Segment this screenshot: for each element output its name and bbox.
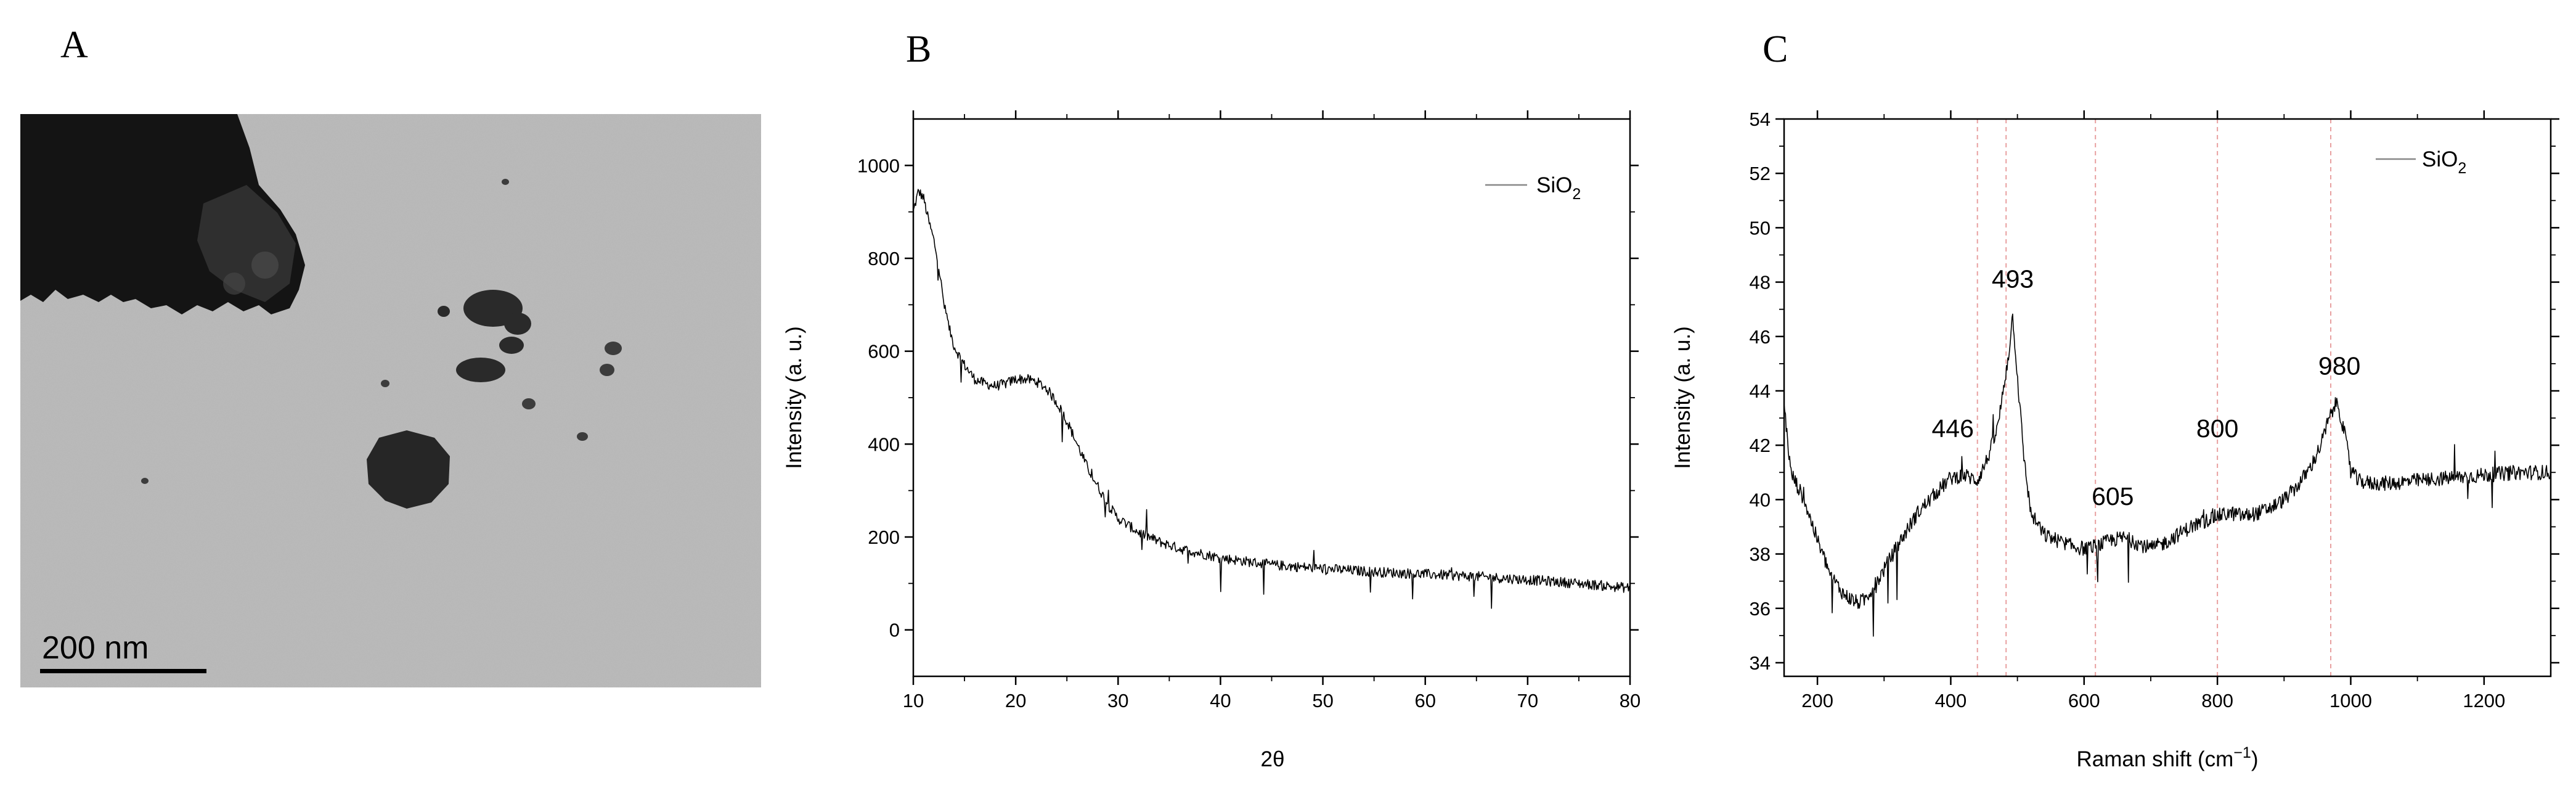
y-tick-label: 48 (1750, 272, 1771, 293)
x-tick-label: 20 (1005, 690, 1026, 711)
x-tick-label: 30 (1107, 690, 1128, 711)
x-tick-label: 1000 (2329, 690, 2372, 711)
peak-label: 980 (2318, 352, 2360, 380)
raman-x-axis-title-sup: −1 (2233, 744, 2251, 761)
y-tick-label: 54 (1750, 109, 1771, 130)
raman-legend-label: SiO2 (2422, 147, 2466, 177)
y-tick-label: 42 (1750, 435, 1771, 456)
panel-a: A (20, 24, 761, 687)
y-tick-label: 400 (868, 433, 900, 455)
x-tick-label: 400 (1935, 690, 1967, 711)
series-line (1784, 313, 2551, 637)
x-tick-label: 1200 (2463, 690, 2505, 711)
particle-cluster-upper (438, 290, 531, 382)
peak-label: 446 (1931, 414, 1973, 443)
raman-plot: 200 400 600 800 1000 1200 34 36 38 40 42 44 46 48 50 52… (1750, 109, 2559, 711)
panel-a-letter: A (60, 24, 88, 66)
xrd-y-axis-title: Intensity (a. u.) (782, 326, 806, 469)
xrd-legend-label: SiO2 (1536, 173, 1581, 203)
y-tick-label: 1000 (857, 155, 900, 176)
raman-y-axis-title: Intensity (a. u.) (1671, 326, 1695, 469)
y-tick-label: 34 (1750, 652, 1771, 674)
x-tick-label: 60 (1414, 690, 1435, 711)
y-tick-label: 800 (868, 248, 900, 269)
raman-x-axis-title-end: ) (2251, 747, 2259, 771)
x-tick-label: 200 (1801, 690, 1833, 711)
y-tick-label: 38 (1750, 544, 1771, 565)
series-line-group (1784, 313, 2551, 637)
scale-bar (40, 669, 206, 673)
y-tick-label: 0 (889, 620, 900, 641)
x-tick-label: 800 (2201, 690, 2233, 711)
xrd-legend-label-sub: 2 (1572, 186, 1581, 203)
raman-legend-label-main: SiO (2422, 147, 2458, 171)
peak-label: 493 (1992, 264, 2034, 293)
raman-legend-label-sub: 2 (2458, 160, 2466, 177)
tem-image (20, 114, 761, 687)
particle-lower (367, 430, 450, 509)
x-tick-label: 70 (1517, 690, 1538, 711)
y-tick-label: 52 (1750, 163, 1771, 184)
x-tick-label: 40 (1210, 690, 1231, 711)
xrd-legend: SiO2 (1485, 173, 1581, 203)
plot-frame (1783, 118, 2552, 678)
plot-frame (912, 118, 1631, 678)
raman-legend: SiO2 (2376, 147, 2466, 177)
y-tick-label: 200 (868, 527, 900, 548)
panel-c-letter: C (1763, 28, 1788, 70)
scale-bar-label: 200 nm (42, 630, 149, 666)
y-tick-label: 36 (1750, 598, 1771, 620)
xrd-x-axis-title: 2θ (1261, 747, 1285, 771)
x-tick-label: 50 (1312, 690, 1333, 711)
small-particles (141, 179, 622, 484)
xrd-legend-label-main: SiO (1536, 173, 1572, 197)
raman-x-axis-title-main: Raman shift (cm (2077, 747, 2234, 771)
x-tick-label: 10 (903, 690, 924, 711)
x-tick-label: 80 (1620, 690, 1641, 711)
series-line-group (913, 189, 1630, 609)
y-tick-label: 46 (1750, 326, 1771, 348)
x-tick-label: 600 (2068, 690, 2100, 711)
peak-label: 605 (2092, 482, 2134, 510)
y-tick-label: 50 (1750, 217, 1771, 239)
peak-label: 800 (2196, 414, 2238, 443)
y-tick-label: 40 (1750, 489, 1771, 510)
raman-x-axis-title: Raman shift (cm−1) (2077, 744, 2259, 771)
panel-c: C 200 400 600 800 1000 1200 34 36 38 40 42 44 46 48 50… (1671, 28, 2559, 771)
y-tick-label: 600 (868, 341, 900, 363)
panel-b-letter: B (906, 28, 931, 70)
y-tick-label: 44 (1750, 380, 1771, 402)
series-line (913, 189, 1630, 609)
